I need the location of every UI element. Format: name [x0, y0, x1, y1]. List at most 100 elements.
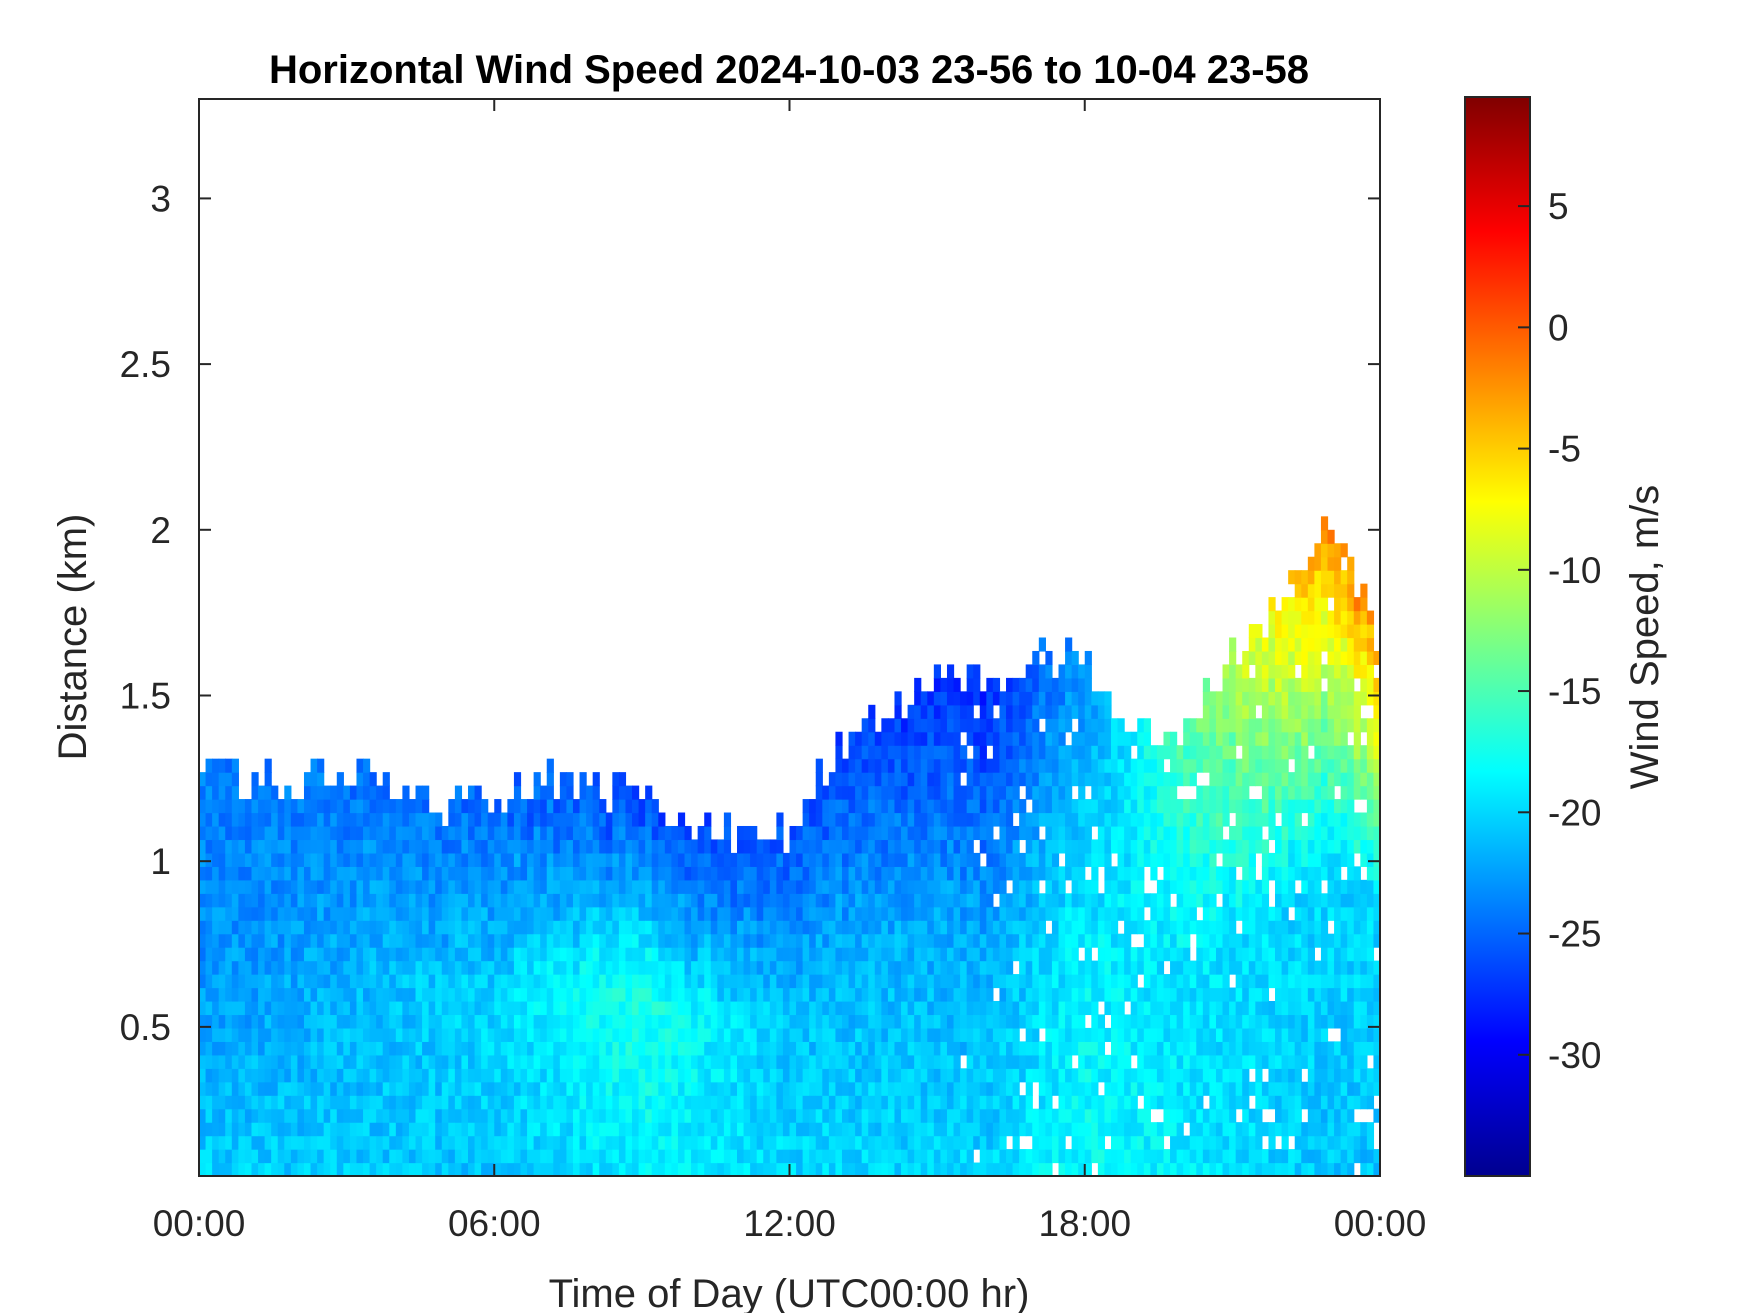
heatmap-cell: [881, 1041, 889, 1056]
heatmap-cell: [1124, 879, 1132, 894]
heatmap-cell: [231, 906, 239, 921]
heatmap-cell: [973, 987, 981, 1002]
heatmap-cell: [513, 866, 522, 881]
heatmap-cell: [225, 1068, 233, 1083]
heatmap-cell: [966, 825, 974, 841]
heatmap-cell: [848, 1108, 856, 1123]
heatmap-cell: [887, 866, 896, 881]
heatmap-cell: [894, 1081, 902, 1096]
heatmap-cell: [645, 1162, 653, 1176]
heatmap-cell: [868, 1095, 876, 1110]
heatmap-cell: [1176, 812, 1184, 827]
heatmap-cell: [415, 974, 423, 989]
heatmap-cell: [376, 1135, 384, 1150]
heatmap-cell: [520, 1000, 528, 1016]
heatmap-cell: [540, 852, 548, 867]
heatmap-cell: [920, 691, 928, 706]
heatmap-cell: [474, 1000, 482, 1016]
heatmap-cell: [1071, 920, 1079, 935]
heatmap-cell: [1091, 799, 1099, 814]
heatmap-cell: [533, 785, 541, 800]
heatmap-cell: [461, 839, 469, 854]
heatmap-cell: [317, 1041, 325, 1056]
heatmap-cell: [802, 947, 810, 962]
heatmap-cell: [776, 812, 784, 827]
heatmap-cell: [408, 1149, 417, 1164]
heatmap-cell: [625, 947, 633, 962]
heatmap-cell: [868, 960, 876, 975]
heatmap-cell: [717, 1054, 725, 1069]
heatmap-cell: [710, 960, 718, 975]
heatmap-cell: [225, 987, 233, 1002]
heatmap-cell: [1150, 1081, 1158, 1096]
heatmap-cell: [1150, 839, 1158, 854]
heatmap-cell: [704, 1000, 712, 1016]
heatmap-cell: [225, 974, 233, 989]
heatmap-cell: [363, 812, 371, 827]
heatmap-cell: [559, 1095, 568, 1110]
heatmap-cell: [1097, 745, 1106, 760]
heatmap-cell: [1025, 1054, 1033, 1069]
heatmap-cell: [395, 987, 403, 1002]
heatmap-cell: [317, 812, 325, 827]
heatmap-cell: [1130, 947, 1138, 962]
heatmap-cell: [946, 1014, 955, 1029]
heatmap-cell: [546, 960, 554, 975]
heatmap-cell: [205, 1014, 213, 1029]
heatmap-cell: [828, 1068, 837, 1083]
heatmap-cell: [500, 1014, 508, 1029]
heatmap-cell: [789, 1149, 797, 1164]
heatmap-cell: [271, 906, 279, 921]
heatmap-cell: [264, 758, 272, 773]
heatmap-cell: [1170, 772, 1178, 787]
heatmap-cell: [1176, 1081, 1184, 1096]
heatmap-cell: [1071, 1162, 1079, 1176]
heatmap-cell: [868, 745, 876, 760]
heatmap-cell: [376, 1041, 384, 1056]
heatmap-cell: [671, 825, 679, 841]
heatmap-cell: [1196, 1068, 1204, 1083]
heatmap-cell: [494, 933, 502, 948]
heatmap-cell: [251, 1041, 259, 1056]
heatmap-cell: [907, 718, 915, 733]
heatmap-cell: [1170, 906, 1178, 921]
heatmap-cell: [1058, 1027, 1066, 1042]
heatmap-cell: [828, 1054, 837, 1069]
heatmap-cell: [382, 933, 390, 948]
heatmap-cell: [546, 785, 554, 800]
heatmap-cell: [612, 772, 620, 787]
heatmap-cell: [1065, 677, 1073, 692]
heatmap-cell: [1051, 1014, 1060, 1029]
heatmap-cell: [861, 920, 869, 935]
heatmap-cell: [1051, 758, 1060, 773]
heatmap-cell: [1242, 758, 1250, 773]
heatmap-cell: [704, 1162, 712, 1176]
heatmap-cell: [271, 879, 279, 894]
heatmap-cell: [323, 1162, 331, 1176]
heatmap-cell: [645, 1108, 653, 1123]
heatmap-cell: [1025, 960, 1033, 975]
heatmap-cell: [212, 785, 220, 800]
heatmap-cell: [756, 933, 764, 948]
heatmap-cell: [441, 1108, 449, 1123]
heatmap-cell: [664, 1014, 672, 1029]
heatmap-cell: [605, 1081, 613, 1096]
heatmap-cell: [527, 1068, 535, 1083]
heatmap-cell: [756, 1054, 764, 1069]
heatmap-cell: [1038, 906, 1046, 921]
heatmap-cell: [1202, 920, 1211, 935]
heatmap-cell: [1124, 947, 1132, 962]
heatmap-cell: [323, 933, 331, 948]
heatmap-cell: [454, 839, 463, 854]
heatmap-cell: [441, 987, 449, 1002]
heatmap-cell: [323, 1054, 331, 1069]
heatmap-cell: [323, 987, 331, 1002]
heatmap-cell: [881, 879, 889, 894]
heatmap-cell: [310, 974, 318, 989]
heatmap-cell: [1097, 920, 1106, 935]
heatmap-cell: [468, 947, 476, 962]
heatmap-cell: [802, 960, 810, 975]
heatmap-cell: [1150, 772, 1158, 787]
heatmap-cell: [933, 758, 941, 773]
heatmap-cell: [1045, 974, 1053, 989]
